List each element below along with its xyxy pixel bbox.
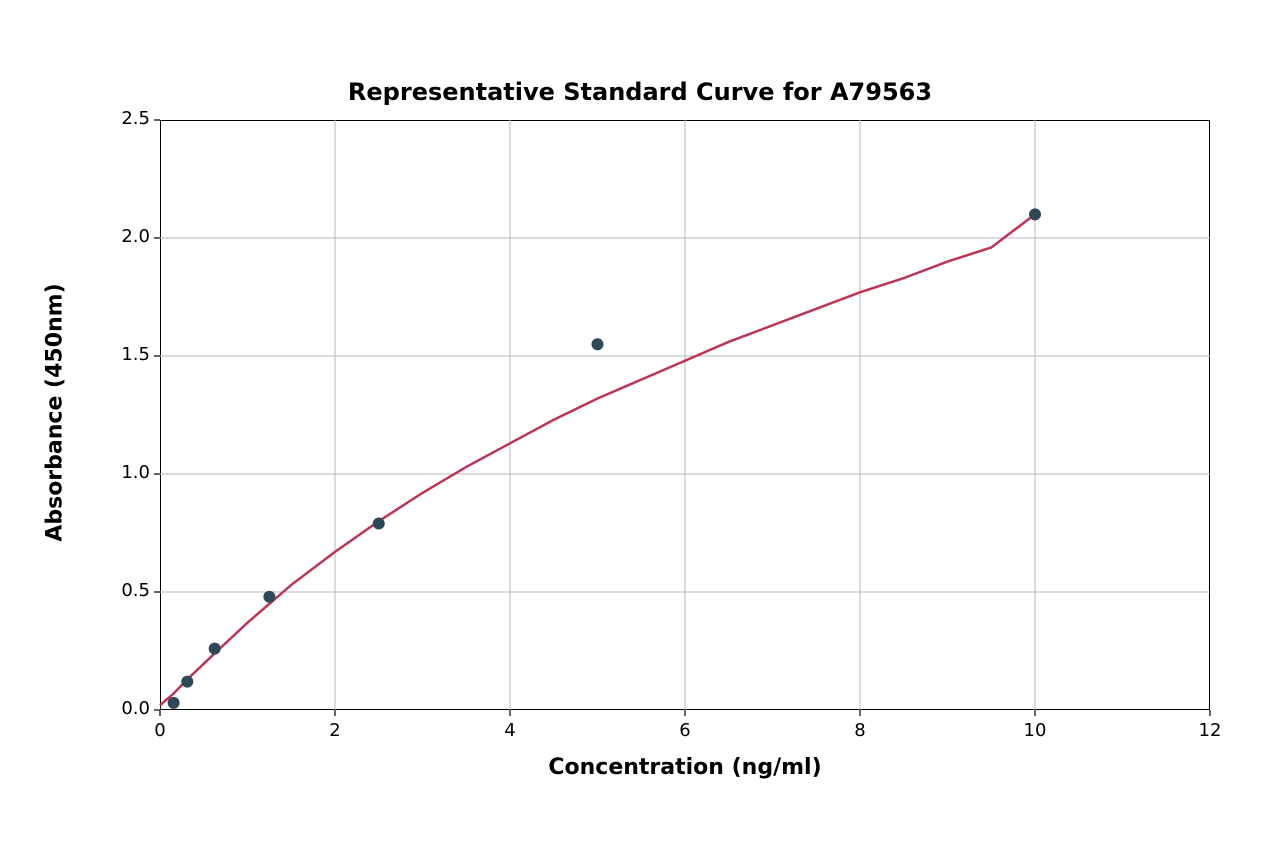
scatter-points-group: [168, 208, 1041, 709]
scatter-point: [592, 338, 604, 350]
y-tick-label: 0.5: [105, 580, 150, 601]
y-tick-label: 0.0: [105, 698, 150, 719]
x-tick-label: 10: [1005, 720, 1065, 741]
x-tick-label: 2: [305, 720, 365, 741]
x-tick-label: 8: [830, 720, 890, 741]
scatter-point: [168, 697, 180, 709]
grid-vertical: [335, 120, 1035, 710]
y-axis-label: Absorbance (450nm): [43, 163, 68, 663]
scatter-point: [181, 676, 193, 688]
y-tick-label: 1.0: [105, 462, 150, 483]
x-tick-label: 6: [655, 720, 715, 741]
scatter-point: [1029, 208, 1041, 220]
scatter-point: [373, 518, 385, 530]
scatter-point: [209, 643, 221, 655]
chart-container: Representative Standard Curve for A79563…: [0, 0, 1280, 845]
x-tick-label: 0: [130, 720, 190, 741]
plot-svg: [160, 120, 1210, 710]
x-tick-label: 4: [480, 720, 540, 741]
x-tick-label: 12: [1180, 720, 1240, 741]
standard-curve-line: [160, 214, 1035, 705]
tick-marks: [154, 120, 1210, 716]
chart-title: Representative Standard Curve for A79563: [0, 78, 1280, 106]
y-tick-label: 2.5: [105, 108, 150, 129]
x-axis-label: Concentration (ng/ml): [160, 755, 1210, 780]
y-tick-label: 1.5: [105, 344, 150, 365]
y-tick-label: 2.0: [105, 226, 150, 247]
scatter-point: [263, 591, 275, 603]
